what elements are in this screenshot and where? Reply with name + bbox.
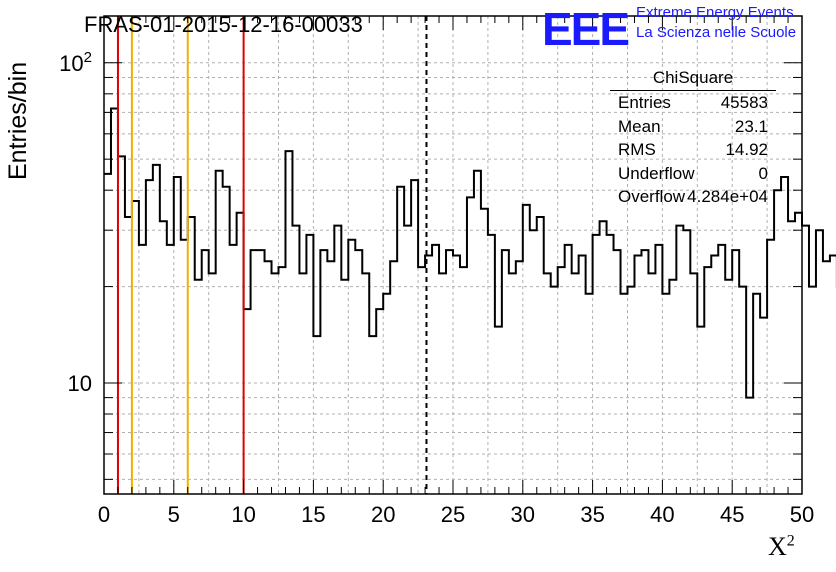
histogram-series bbox=[104, 107, 836, 399]
x-tick-label: 40 bbox=[650, 502, 674, 527]
stats-row-entries: Entries 45583 bbox=[618, 93, 768, 112]
x-tick-label: 25 bbox=[441, 502, 465, 527]
x-tick-label: 5 bbox=[168, 502, 180, 527]
x-tick-label: 35 bbox=[580, 502, 604, 527]
stats-row-rms: RMS 14.92 bbox=[618, 140, 768, 159]
chart-title: FRAS-01-2015-12-16-00033 bbox=[84, 12, 363, 37]
stats-row-overflow: Overflow 4.284e+04 bbox=[618, 187, 768, 206]
x-tick-label: 15 bbox=[301, 502, 325, 527]
x-axis-label: X2 bbox=[768, 532, 795, 561]
stats-title: ChiSquare bbox=[610, 68, 776, 91]
x-tick-label: 10 bbox=[231, 502, 255, 527]
x-tick-label: 50 bbox=[790, 502, 814, 527]
stats-box: ChiSquare Entries 45583 Mean 23.1 RMS 14.92… bbox=[610, 68, 776, 209]
stats-row-mean: Mean 23.1 bbox=[618, 116, 768, 136]
logo-line-1: Extreme Energy Events bbox=[636, 4, 794, 21]
y-tick-label: 102 bbox=[59, 49, 92, 76]
logo-line-2: La Scienza nelle Scuole bbox=[636, 24, 797, 41]
stats-row-underflow: Underflow 0 bbox=[618, 163, 768, 183]
x-tick-label: 45 bbox=[720, 502, 744, 527]
y-tick-label: 10 bbox=[68, 371, 92, 396]
y-axis-label: Entries/bin bbox=[4, 61, 32, 180]
x-tick-label: 20 bbox=[371, 502, 395, 527]
x-tick-label: 0 bbox=[98, 502, 110, 527]
eee-logo: EEE bbox=[542, 3, 630, 55]
x-tick-label: 30 bbox=[511, 502, 535, 527]
